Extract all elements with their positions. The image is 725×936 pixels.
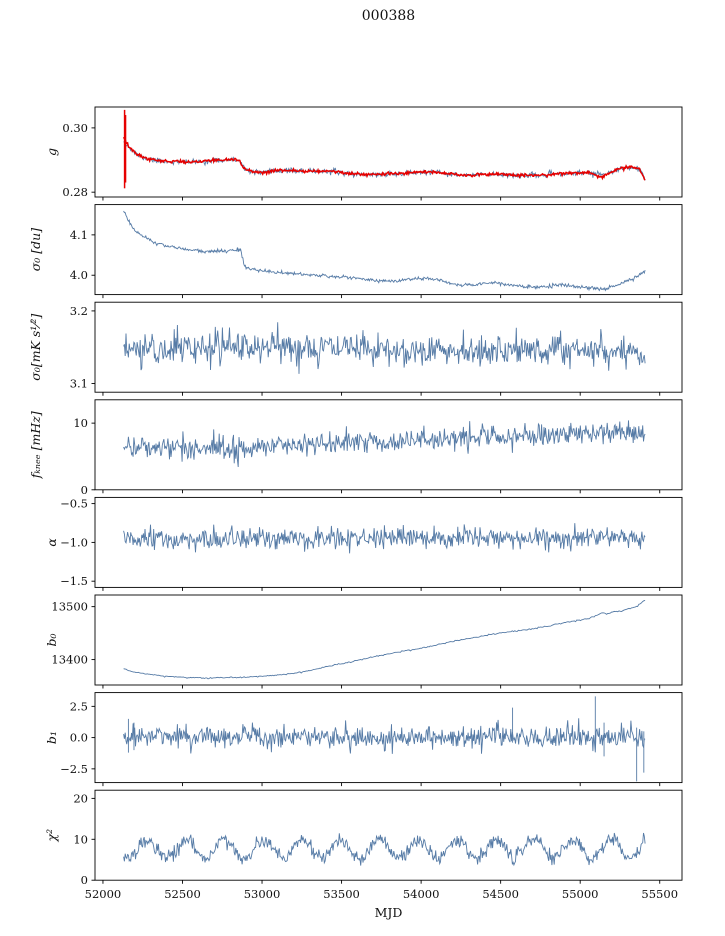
panel-fknee: 10 0 fₖₙₑₑ [mHz] [28, 399, 683, 497]
x-tick-label: 54500 [482, 887, 519, 901]
x-tick-label: 52500 [164, 887, 201, 901]
panel-frame [94, 789, 683, 881]
y-tick-label: 13500 [51, 600, 88, 614]
series-b0 [123, 600, 646, 680]
panel-chi2: 20 10 0 χ² [44, 789, 683, 887]
y-axis-label-sigma0-mks: σ₀[mK s¹⁄²] [28, 314, 43, 381]
y-axis-label-chi2: χ² [44, 829, 59, 843]
y-axis-label-b0: b₀ [44, 633, 59, 646]
x-tick-label: 55000 [562, 887, 599, 901]
y-tick-label: 13400 [51, 653, 88, 667]
y-tick-label: 3.1 [70, 376, 88, 390]
series-sigma0-du [123, 210, 646, 292]
y-axis-label-g: g [44, 148, 59, 156]
x-tick-label: 53500 [323, 887, 360, 901]
series-b1 [123, 718, 646, 754]
panel-sigma0-du: 4.1 4.0 σ₀ [du] [28, 204, 683, 299]
y-tick-label: 0.30 [62, 121, 88, 135]
panel-frame [94, 496, 683, 588]
y-tick-label: 0 [81, 483, 88, 497]
y-axis-label-sigma0-du: σ₀ [du] [28, 228, 43, 271]
x-tick-label: 55500 [641, 887, 678, 901]
x-tick-label: 52000 [85, 887, 122, 901]
panel-sigma0-mks: 3.2 3.1 σ₀[mK s¹⁄²] [28, 301, 683, 396]
series-alpha [123, 523, 646, 554]
panel-alpha: −0.5 −1.0 −1.5 α [44, 496, 683, 591]
panel-frame [94, 399, 683, 491]
y-tick-label: 3.2 [70, 304, 88, 318]
panel-g: 0.30 0.28 g [44, 106, 683, 201]
y-tick-label: 10 [73, 416, 88, 430]
panel-frame [94, 204, 683, 296]
y-axis-label-alpha: α [44, 538, 59, 547]
y-tick-label: 0.28 [62, 185, 88, 199]
y-axis-label-fknee: fₖₙₑₑ [mHz] [28, 411, 43, 479]
y-tick-label: −1.0 [60, 535, 88, 549]
x-tick-label: 53000 [244, 887, 281, 901]
series-fknee [123, 420, 646, 468]
y-tick-label: 20 [73, 791, 88, 805]
y-tick-label: 2.5 [70, 699, 88, 713]
panel-frame [94, 106, 683, 198]
y-tick-label: 0.0 [70, 731, 88, 745]
y-tick-label: −2.5 [60, 762, 88, 776]
y-tick-label: −1.5 [60, 574, 88, 588]
y-axis-label-b1: b₁ [44, 731, 59, 744]
y-tick-label: 0 [81, 873, 88, 887]
y-tick-label: 4.0 [70, 268, 88, 282]
y-tick-label: 4.1 [70, 228, 88, 242]
x-tick-label: 54000 [403, 887, 440, 901]
series-g-fit [122, 136, 646, 181]
panel-b0: 13500 13400 b₀ [44, 594, 683, 689]
panel-b1: 2.5 0.0 −2.5 b₁ [44, 692, 683, 787]
series-sigma0-mks [123, 322, 646, 374]
figure-title: 000388 [361, 8, 416, 24]
panel-frame [94, 301, 683, 393]
y-tick-label: −0.5 [60, 497, 88, 511]
y-tick-label: 10 [73, 832, 88, 846]
panel-frame [94, 594, 683, 686]
series-chi2 [123, 832, 646, 867]
x-axis-label: MJD [375, 905, 403, 920]
